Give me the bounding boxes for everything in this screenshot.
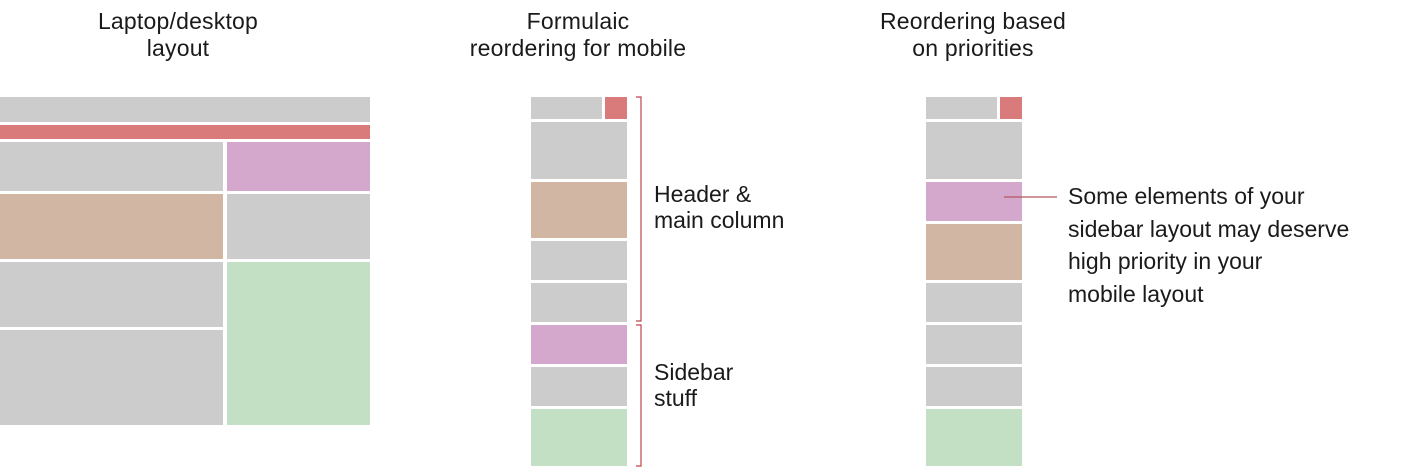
priority-main-block [926,325,1022,364]
desktop-main-block [0,262,223,327]
priority-sidebar-block [926,367,1022,406]
desktop-top-bar [0,97,370,122]
header-main-label: Header & main column [654,181,785,233]
mobile-menu-block [605,97,627,119]
desktop-sidebar-tall-block [227,262,370,425]
sidebar-label: Sidebar stuff [654,359,734,411]
mobile-header-block [531,97,602,119]
priority-main-feature-block [926,224,1022,280]
mobile-main-block [531,283,627,322]
mobile-main-feature-block [531,182,627,238]
title-formulaic-reordering: Formulaic reordering for mobile [469,8,687,61]
desktop-nav-bar [0,125,370,139]
desktop-sidebar-highlight-block [227,142,370,191]
sidebar-bracket [636,324,642,467]
desktop-sidebar-block [227,194,370,259]
header-main-bracket [636,96,642,322]
priority-sidebar-tall-block [926,409,1022,466]
mobile-main-block [531,241,627,280]
title-priority-reordering: Reordering based on priorities [879,8,1067,61]
desktop-main-feature-block [0,194,223,259]
desktop-main-block [0,142,223,191]
mobile-main-block [531,122,627,179]
priority-main-block [926,122,1022,179]
priority-header-block [926,97,997,119]
priority-callout-text: Some elements of your sidebar layout may… [1068,183,1350,307]
title-desktop-layout: Laptop/desktop layout [97,8,259,61]
mobile-sidebar-block [531,367,627,406]
desktop-main-block [0,330,223,425]
priority-main-block [926,283,1022,322]
mobile-sidebar-highlight-block [531,325,627,364]
mobile-sidebar-tall-block [531,409,627,466]
priority-sidebar-highlight-block [926,182,1022,221]
priority-menu-block [1000,97,1022,119]
